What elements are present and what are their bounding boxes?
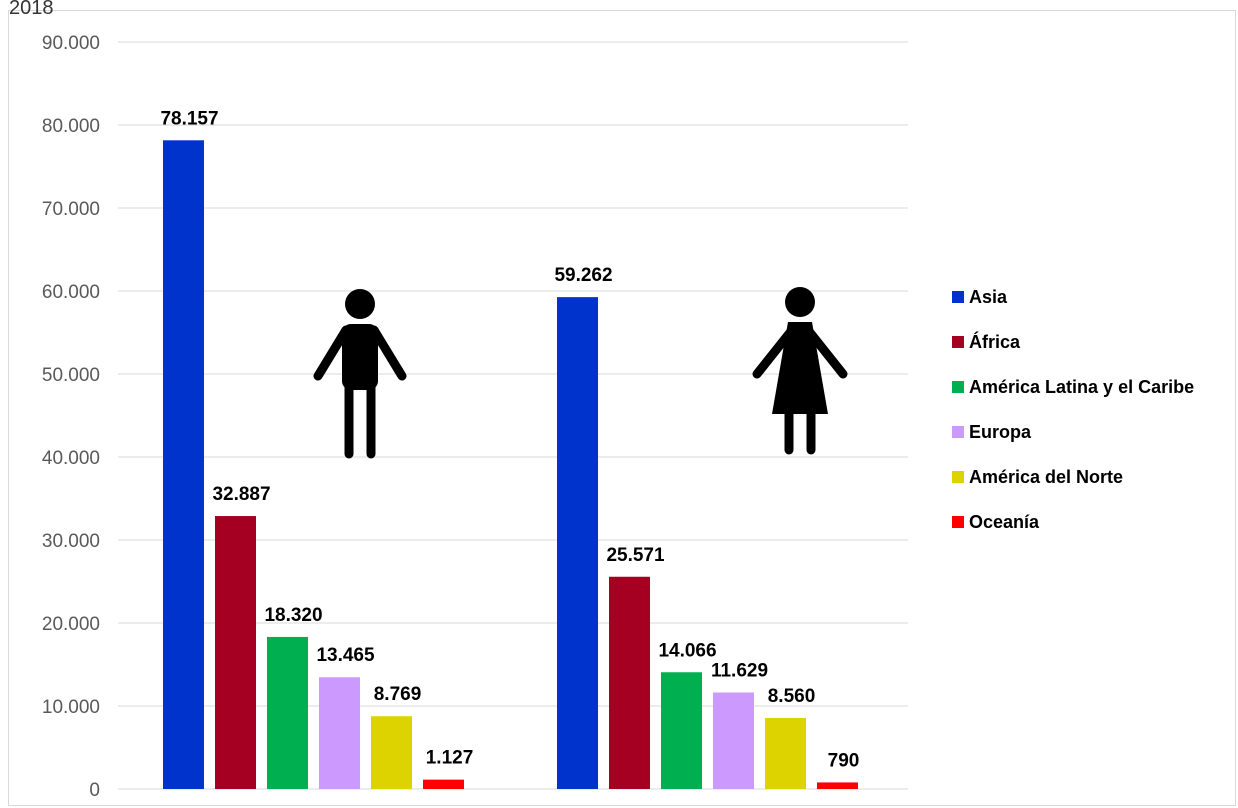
legend-entry: Asia xyxy=(969,287,1008,307)
bar xyxy=(319,677,360,789)
bar xyxy=(609,576,650,789)
legend-swatch xyxy=(952,426,964,438)
chart-frame: 2018 xyxy=(8,0,1236,806)
bars xyxy=(163,140,858,790)
y-tick-label: 70.000 xyxy=(42,199,100,220)
legend-entry: América Latina y el Caribe xyxy=(969,377,1194,397)
legend-swatch xyxy=(952,471,964,483)
woman-icon xyxy=(752,287,848,455)
icons xyxy=(313,287,848,459)
bar xyxy=(423,779,464,789)
bar xyxy=(765,717,806,789)
y-tick-label: 80.000 xyxy=(42,116,100,137)
legend-entry: África xyxy=(969,331,1021,352)
bar xyxy=(817,782,858,789)
bar xyxy=(163,140,204,790)
data-labels: 78.157 32.887 18.320 13.465 8.769 1.127 59.262… xyxy=(160,108,859,771)
data-label: 25.571 xyxy=(606,545,665,566)
y-tick-label: 0 xyxy=(89,780,100,801)
data-label: 790 xyxy=(828,750,860,771)
legend-entry: Oceanía xyxy=(969,512,1040,532)
y-tick-label: 50.000 xyxy=(42,365,100,386)
legend-swatch xyxy=(952,381,964,393)
legend-swatch xyxy=(952,336,964,348)
y-axis-ticks: 0 10.000 20.000 30.000 40.000 50.000 60.000 70.… xyxy=(42,33,100,801)
data-label: 13.465 xyxy=(316,645,375,666)
y-tick-label: 10.000 xyxy=(42,697,100,718)
bar xyxy=(557,297,598,789)
bar xyxy=(371,716,412,789)
y-tick-label: 40.000 xyxy=(42,448,100,469)
legend: Asia África América Latina y el Caribe Euro… xyxy=(952,287,1194,532)
data-label: 8.769 xyxy=(374,684,422,705)
bar xyxy=(215,516,256,789)
legend-swatch xyxy=(952,516,964,528)
bar xyxy=(267,636,308,789)
y-tick-label: 90.000 xyxy=(42,33,100,54)
legend-entry: Europa xyxy=(969,422,1032,442)
bar xyxy=(713,692,754,789)
y-tick-label: 60.000 xyxy=(42,282,100,303)
data-label: 59.262 xyxy=(554,265,612,286)
legend-swatch xyxy=(952,291,964,303)
data-label: 11.629 xyxy=(711,660,768,681)
legend-entry: América del Norte xyxy=(969,467,1123,487)
y-tick-label: 30.000 xyxy=(42,531,100,552)
bar xyxy=(661,672,702,789)
chart-title-fragment: 2018 xyxy=(9,0,54,19)
data-label: 8.560 xyxy=(768,686,816,707)
data-label: 32.887 xyxy=(212,484,270,505)
data-label: 14.066 xyxy=(658,640,716,661)
data-label: 18.320 xyxy=(264,605,322,626)
y-tick-label: 20.000 xyxy=(42,614,100,635)
data-label: 1.127 xyxy=(426,748,474,769)
data-label: 78.157 xyxy=(160,108,218,129)
man-icon xyxy=(313,289,407,459)
